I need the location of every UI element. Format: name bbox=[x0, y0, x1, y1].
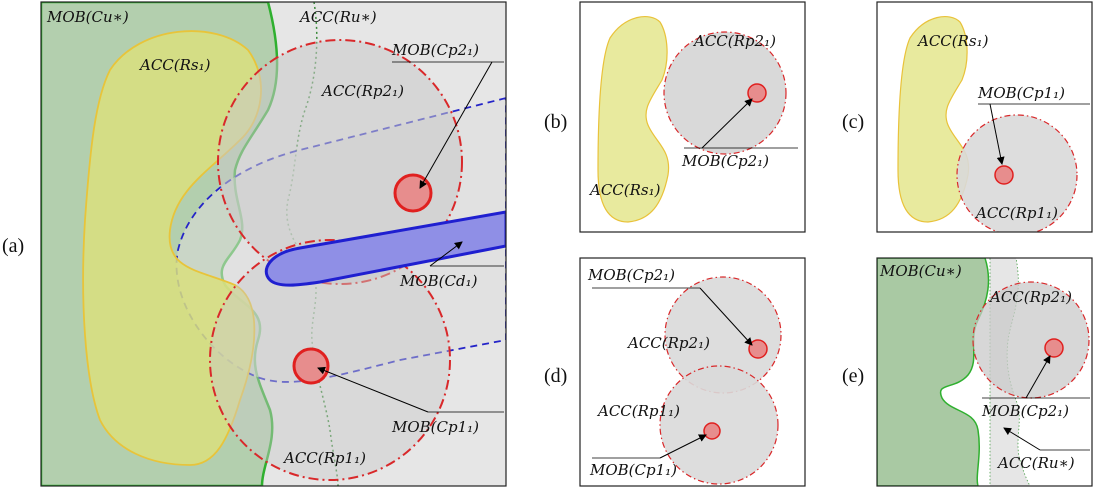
mob-cp1-circle bbox=[292, 347, 330, 385]
panel-a-frame bbox=[40, 1, 507, 487]
panel-b: (b) ACC(Rp2₁) MOB(Cp2₁) ACC(Rs₁) bbox=[544, 1, 806, 233]
acc-rs-region-b bbox=[597, 15, 670, 223]
mob-cp1-circle-c bbox=[994, 165, 1014, 185]
panel-b-frame bbox=[579, 1, 806, 233]
panel-d: (d) MOB(Cp2₁) ACC(Rp2₁) ACC(Rp1₁) MOB(Cp… bbox=[544, 257, 806, 487]
panel-c-label: (c) bbox=[842, 111, 864, 133]
acc-rp2-circle bbox=[217, 39, 463, 285]
label-mob-cu: MOB(Cu∗) bbox=[46, 8, 129, 26]
arrow-cp2-b bbox=[701, 98, 753, 149]
panel-c-frame bbox=[876, 1, 1093, 233]
acc-rp1-circle bbox=[209, 239, 451, 481]
panel-e-label: (e) bbox=[842, 365, 864, 387]
label-acc-rp2-d: ACC(Rp2₁) bbox=[626, 334, 710, 352]
acc-rp2-circle-b bbox=[663, 31, 787, 155]
label-acc-rp1: ACC(Rp1₁) bbox=[282, 449, 366, 467]
arrow-cp2-d bbox=[699, 287, 753, 346]
mob-cp2-circle-b bbox=[747, 83, 767, 103]
label-mob-cp1: MOB(Cp1₁) bbox=[391, 418, 479, 436]
acc-rp1-circle-c bbox=[956, 114, 1078, 232]
panel-e-frame bbox=[876, 257, 1093, 487]
acc-ru-boundary bbox=[286, 2, 339, 486]
label-mob-cd: MOB(Cd₁) bbox=[399, 272, 478, 290]
label-acc-rp2-e: ACC(Rp2₁) bbox=[988, 288, 1072, 306]
mob-cp2-circle bbox=[393, 173, 433, 213]
panel-c: (c) ACC(Rs₁) MOB(Cp1₁) ACC(Rp1₁) bbox=[842, 1, 1093, 233]
arrow-cp1-d bbox=[659, 434, 707, 459]
panel-d-label: (d) bbox=[544, 365, 567, 387]
arrow-cp1 bbox=[317, 366, 429, 413]
label-mob-cp2-b: MOB(Cp2₁) bbox=[681, 152, 769, 170]
mob-cp2-circle-d bbox=[748, 339, 768, 359]
panel-e: (e) MOB(Cu∗) ACC(Rp2₁) MOB(Cp2₁) ACC(Ru∗… bbox=[842, 257, 1093, 487]
arrow-cp1-c bbox=[989, 103, 1005, 165]
label-acc-rp1-d: ACC(Rp1₁) bbox=[596, 402, 680, 420]
label-acc-rp1-c: ACC(Rp1₁) bbox=[974, 204, 1058, 222]
label-mob-cp2-e: MOB(Cp2₁) bbox=[981, 402, 1069, 420]
label-acc-rp2-b: ACC(Rp2₁) bbox=[692, 32, 776, 50]
mob-cp2-circle-e bbox=[1044, 338, 1064, 358]
label-acc-ru: ACC(Ru∗) bbox=[298, 8, 377, 26]
label-mob-cu-e: MOB(Cu∗) bbox=[879, 262, 962, 280]
panel-d-frame bbox=[579, 257, 806, 487]
label-acc-rp2: ACC(Rp2₁) bbox=[320, 82, 404, 100]
label-acc-rs: ACC(Rs₁) bbox=[138, 56, 211, 74]
panel-b-label: (b) bbox=[544, 111, 567, 133]
label-mob-cp1-c: MOB(Cp1₁) bbox=[977, 84, 1065, 102]
label-acc-rs-b: ACC(Rs₁) bbox=[588, 181, 661, 199]
mob-cp1-circle-d bbox=[703, 422, 721, 440]
label-acc-ru-e: ACC(Ru∗) bbox=[996, 454, 1075, 472]
panel-a-label: (a) bbox=[2, 235, 24, 257]
arrow-cp2 bbox=[419, 61, 493, 189]
label-mob-cp2: MOB(Cp2₁) bbox=[391, 41, 479, 59]
mob-cd-bar bbox=[264, 210, 506, 287]
label-mob-cp2-d: MOB(Cp2₁) bbox=[587, 266, 675, 284]
label-mob-cp1-d: MOB(Cp1₁) bbox=[589, 461, 677, 479]
panel-a: (a) bbox=[2, 1, 507, 487]
arrow-ru-e bbox=[1003, 427, 1041, 451]
arrow-cp2-e bbox=[1025, 355, 1051, 399]
label-acc-rs-c: ACC(Rs₁) bbox=[916, 32, 989, 50]
arrow-cd bbox=[429, 241, 463, 267]
acc-rp1-circle-d bbox=[659, 365, 779, 485]
